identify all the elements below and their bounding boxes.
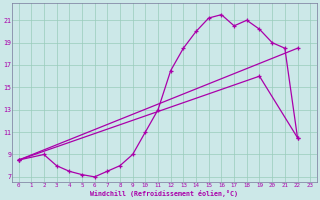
X-axis label: Windchill (Refroidissement éolien,°C): Windchill (Refroidissement éolien,°C) bbox=[90, 190, 238, 197]
